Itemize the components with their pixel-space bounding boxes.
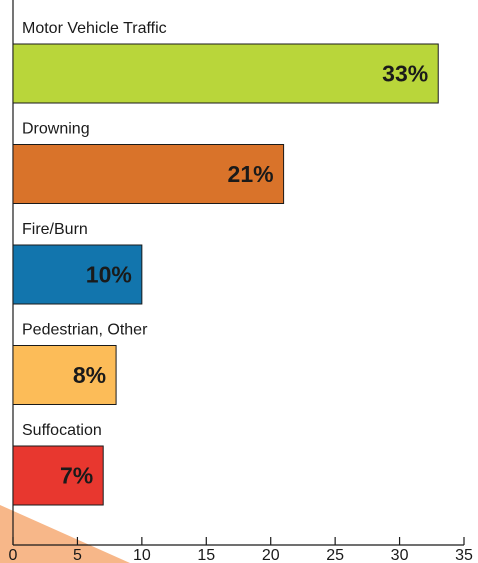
x-tick-label: 25 (326, 547, 344, 563)
ticks-layer: 0 5 10 15 20 25 30 35 (9, 537, 473, 563)
bar (12, 445, 104, 506)
x-tick-label: 0 (9, 547, 18, 563)
category-label: Suffocation (22, 422, 102, 439)
corner-decoration (0, 505, 130, 563)
bar (12, 345, 117, 405)
bar (12, 43, 439, 104)
value-label: 7% (60, 463, 93, 489)
x-tick-label: 5 (73, 547, 82, 563)
value-label: 10% (86, 262, 132, 288)
bar (12, 144, 285, 204)
x-tick-label: 20 (262, 547, 280, 563)
x-tick-label: 10 (133, 547, 151, 563)
bars-layer: Motor Vehicle Traffic 33% Drowning 21% Fire/… (12, 20, 439, 506)
x-tick-label: 15 (197, 547, 215, 563)
category-label: Motor Vehicle Traffic (22, 20, 167, 37)
x-tick-label: 35 (455, 547, 473, 563)
category-label: Pedestrian, Other (22, 322, 148, 339)
x-tick-label: 30 (391, 547, 409, 563)
category-label: Fire/Burn (22, 221, 88, 238)
value-label: 33% (382, 61, 428, 87)
value-label: 8% (73, 362, 106, 388)
value-label: 21% (228, 161, 274, 187)
bar (12, 244, 143, 305)
category-label: Drowning (22, 121, 90, 138)
